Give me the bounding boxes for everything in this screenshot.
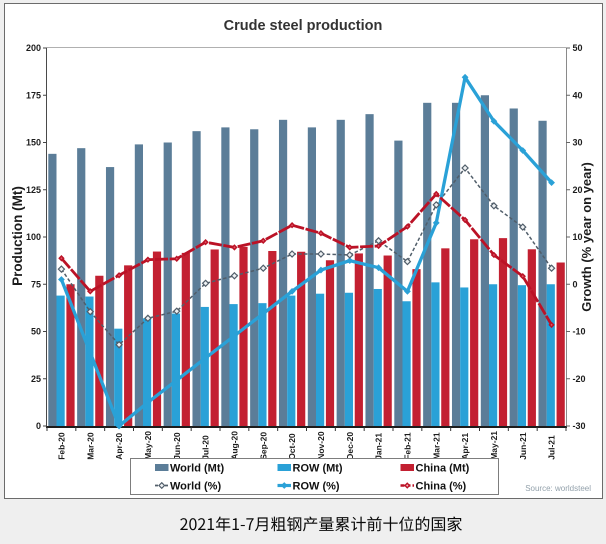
svg-text:China (%): China (%) <box>416 481 467 493</box>
svg-text:Jun-21: Jun-21 <box>518 432 528 460</box>
svg-text:-20: -20 <box>573 374 586 384</box>
svg-text:25: 25 <box>31 374 41 384</box>
svg-text:Mar-20: Mar-20 <box>85 432 95 460</box>
svg-text:Production (Mt): Production (Mt) <box>10 186 25 286</box>
svg-text:30: 30 <box>573 138 583 148</box>
svg-text:0: 0 <box>573 279 578 289</box>
svg-text:Jan-21: Jan-21 <box>374 433 384 460</box>
svg-text:Dec-20: Dec-20 <box>345 432 355 460</box>
svg-text:100: 100 <box>26 232 41 242</box>
svg-text:-30: -30 <box>573 421 586 431</box>
svg-text:-10: -10 <box>573 327 586 337</box>
svg-text:Mar-21: Mar-21 <box>431 432 441 460</box>
svg-text:75: 75 <box>31 279 41 289</box>
svg-text:20: 20 <box>573 185 583 195</box>
svg-text:Aug-20: Aug-20 <box>229 431 239 460</box>
svg-text:Growth (% year on year): Growth (% year on year) <box>579 162 594 312</box>
svg-text:Oct-20: Oct-20 <box>287 433 297 460</box>
svg-text:World (Mt): World (Mt) <box>170 463 225 475</box>
svg-text:Feb-20: Feb-20 <box>56 432 66 460</box>
svg-text:Jul-21: Jul-21 <box>547 435 557 460</box>
svg-text:40: 40 <box>573 90 583 100</box>
svg-text:China (Mt): China (Mt) <box>416 463 470 475</box>
svg-text:10: 10 <box>573 232 583 242</box>
svg-text:Crude steel production: Crude steel production <box>224 18 383 34</box>
svg-text:May-21: May-21 <box>489 431 499 460</box>
svg-text:ROW (%): ROW (%) <box>293 481 340 493</box>
svg-text:ROW (Mt): ROW (Mt) <box>293 463 343 475</box>
svg-text:0: 0 <box>36 421 41 431</box>
svg-text:Feb-21: Feb-21 <box>402 432 412 460</box>
svg-text:125: 125 <box>26 185 41 195</box>
svg-text:Jun-20: Jun-20 <box>172 432 182 460</box>
svg-text:Jul-20: Jul-20 <box>201 435 211 460</box>
svg-text:175: 175 <box>26 90 41 100</box>
svg-text:50: 50 <box>31 327 41 337</box>
svg-text:Apr-21: Apr-21 <box>460 433 470 460</box>
svg-text:50: 50 <box>573 43 583 53</box>
svg-text:Sep-20: Sep-20 <box>258 432 268 460</box>
svg-text:Nov-20: Nov-20 <box>316 431 326 460</box>
svg-text:May-20: May-20 <box>143 431 153 460</box>
svg-text:World (%): World (%) <box>170 481 221 493</box>
svg-text:Apr-20: Apr-20 <box>114 433 124 460</box>
svg-text:150: 150 <box>26 138 41 148</box>
svg-text:200: 200 <box>26 43 41 53</box>
svg-text:Source: worldsteel: Source: worldsteel <box>525 484 591 493</box>
